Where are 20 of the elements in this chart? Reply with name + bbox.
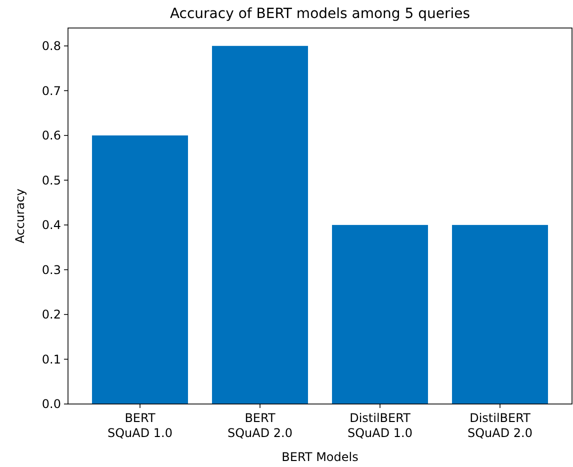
y-tick-label: 0.0 xyxy=(42,397,61,412)
y-tick-label: 0.3 xyxy=(42,262,61,277)
y-axis-title: Accuracy xyxy=(13,188,27,244)
x-tick-label: BERT SQuAD 2.0 xyxy=(227,411,293,440)
x-tick-label: BERT SQuAD 1.0 xyxy=(107,411,173,440)
x-tick-label: DistilBERT SQuAD 1.0 xyxy=(347,411,413,440)
y-tick-label: 0.8 xyxy=(42,39,61,54)
bar xyxy=(92,135,188,404)
bar xyxy=(212,46,308,404)
y-tick-label: 0.7 xyxy=(42,84,61,98)
y-tick-label: 0.6 xyxy=(42,128,61,143)
x-axis-title: BERT Models xyxy=(282,450,358,464)
y-tick-label: 0.5 xyxy=(42,173,61,188)
y-tick-label: 0.4 xyxy=(42,218,61,232)
y-tick-label: 0.2 xyxy=(42,308,61,322)
x-tick-label: DistilBERT SQuAD 2.0 xyxy=(467,411,533,440)
y-tick-label: 0.1 xyxy=(42,352,61,366)
chart-title: Accuracy of BERT models among 5 queries xyxy=(170,6,470,22)
bar xyxy=(332,224,428,404)
bar xyxy=(452,224,548,404)
